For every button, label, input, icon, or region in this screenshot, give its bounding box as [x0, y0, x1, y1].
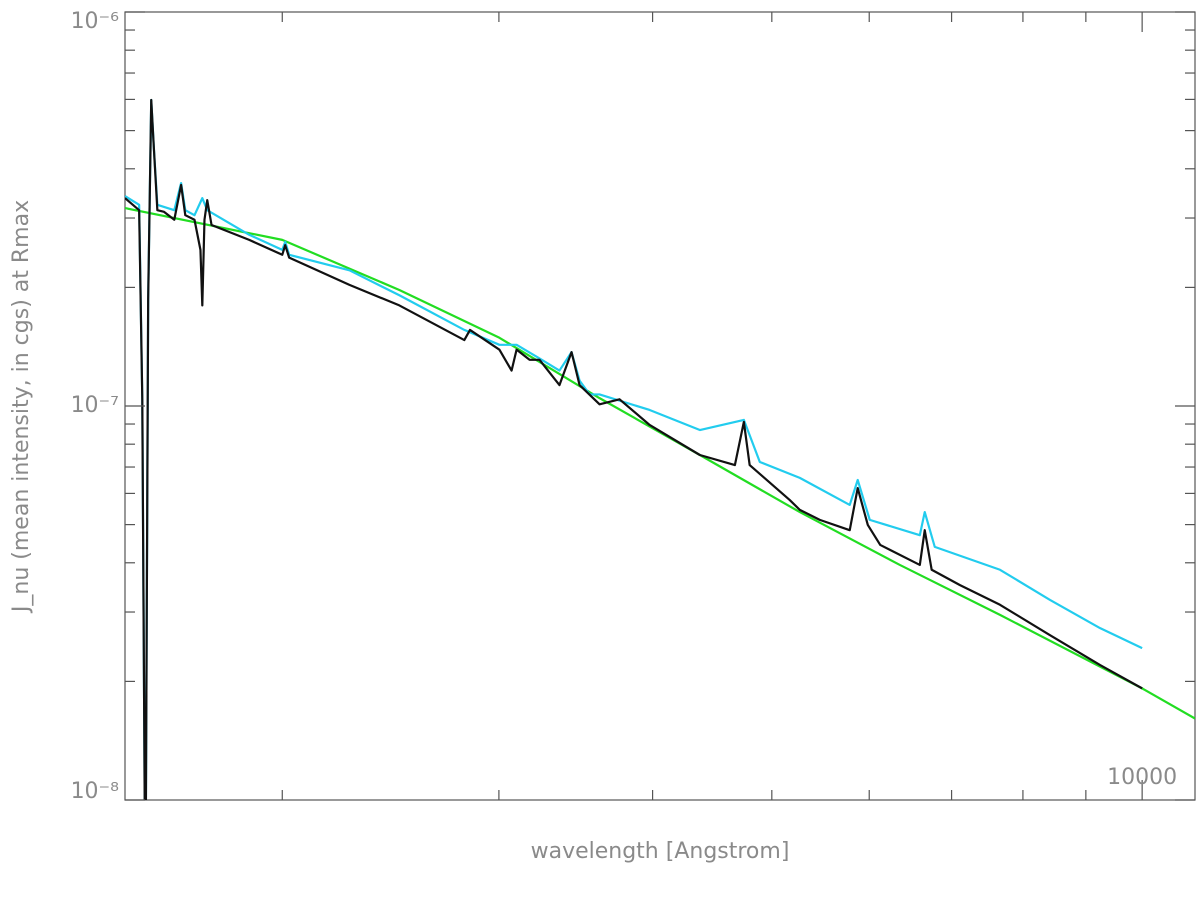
x-axis-label: wavelength [Angstrom]	[531, 839, 790, 864]
series-line	[125, 206, 1195, 720]
y-tick-label: 10⁻⁶	[71, 9, 120, 34]
series-line	[125, 98, 1143, 800]
y-tick-label: 10⁻⁷	[71, 393, 119, 418]
x-tick-label: 10000	[1107, 765, 1177, 790]
plot-frame	[124, 11, 1196, 801]
y-axis-label: J_nu (mean intensity, in cgs) at Rmax	[9, 200, 34, 614]
plot-area	[125, 98, 1195, 800]
series-line	[125, 98, 1143, 800]
y-tick-label: 10⁻⁸	[71, 779, 120, 804]
